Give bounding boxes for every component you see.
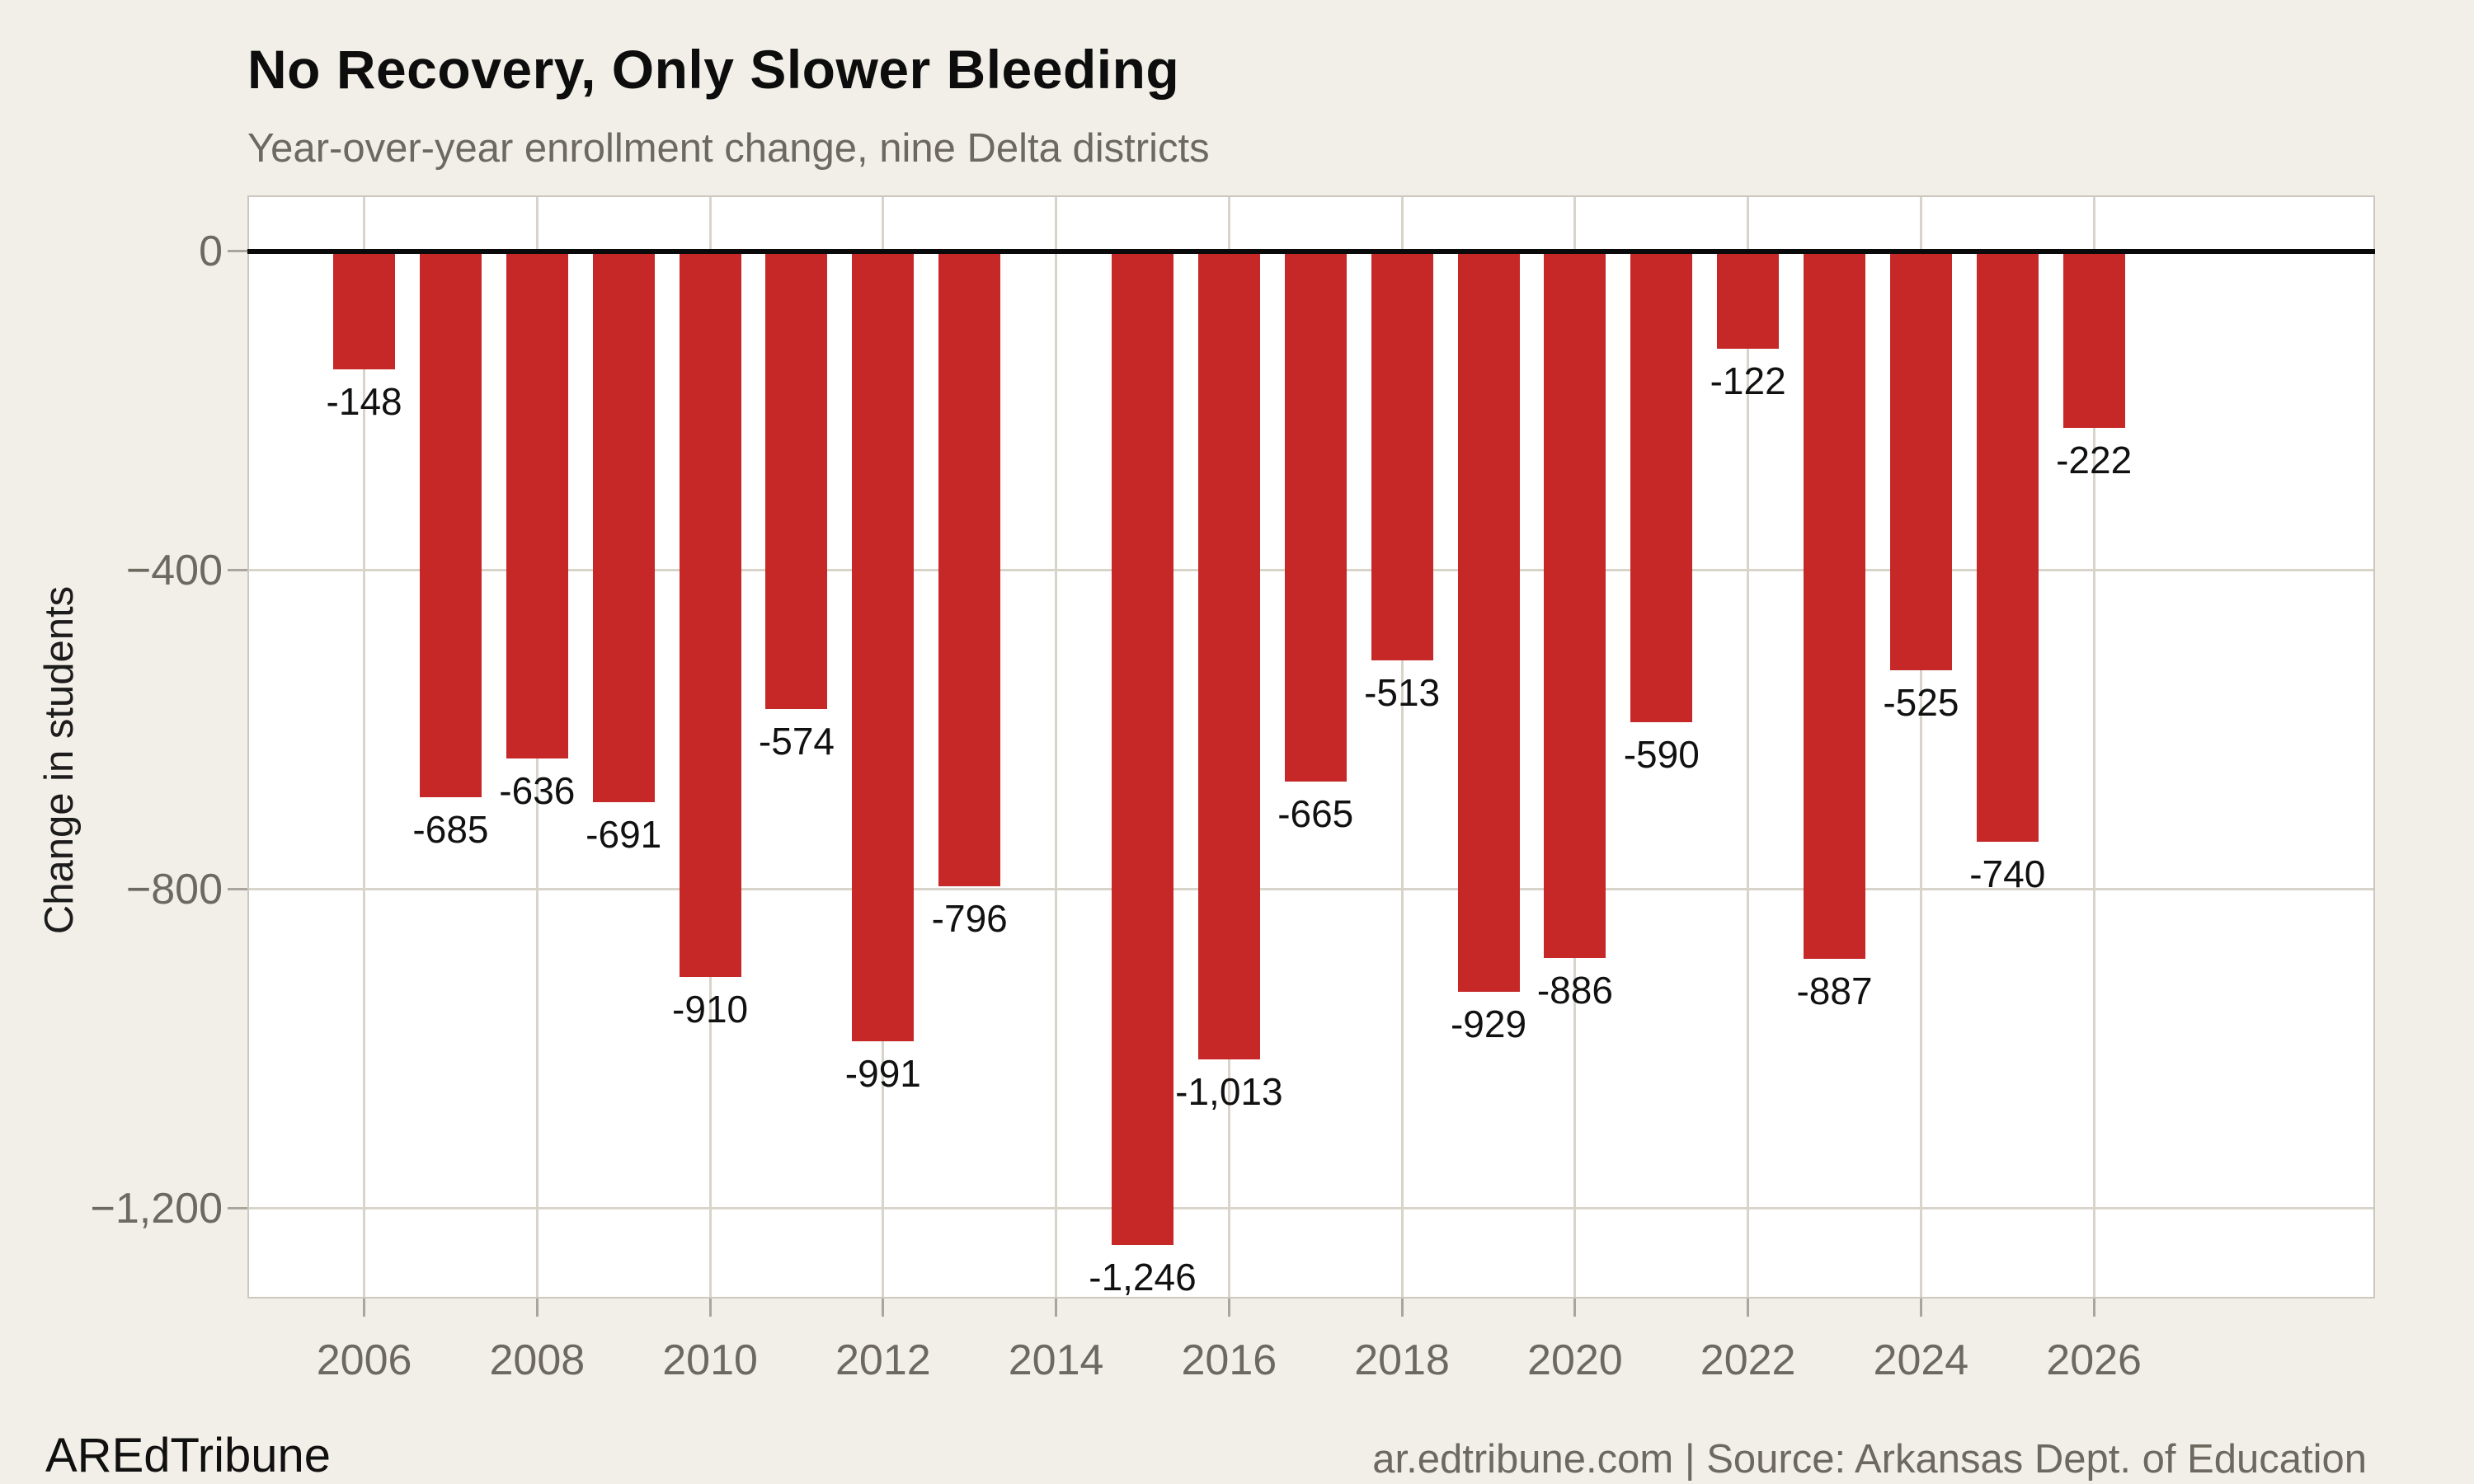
bar-2008 [506,251,568,759]
x-tick-label: 2016 [1181,1336,1277,1384]
y-tick-label: −400 [125,546,223,594]
bar-value-label: -122 [1710,359,1786,402]
bar-2009 [592,251,655,803]
bar-value-label: -740 [1969,852,2046,895]
chart-subtitle: Year-over-year enrollment change, nine D… [247,126,1210,171]
x-tick-label: 2020 [1527,1336,1623,1384]
bar-value-label: -574 [758,720,835,763]
bar-2017 [1284,251,1347,782]
bar-2024 [1889,251,1952,670]
y-tick-mark [228,250,247,253]
h-gridline [249,1207,2373,1210]
x-tick-mark [1055,1298,1058,1317]
x-tick-mark [363,1298,366,1317]
x-tick-mark [708,1298,712,1317]
bar-value-label: -910 [672,988,749,1031]
bar-value-label: -222 [2056,439,2133,482]
bar-2021 [1630,251,1693,722]
v-gridline [2092,197,2095,1297]
bar-value-label: -525 [1883,680,1959,724]
bar-value-label: -148 [326,379,402,423]
bar-2007 [419,251,482,798]
bar-value-label: -513 [1364,671,1441,715]
x-tick-mark [1747,1298,1750,1317]
bar-2018 [1371,251,1433,661]
x-tick-label: 2024 [1873,1336,1969,1384]
zero-baseline [247,248,2375,254]
v-gridline [1919,197,1922,1297]
bar-2006 [333,251,396,369]
bar-value-label: -590 [1623,732,1700,776]
bar-2020 [1544,251,1606,958]
y-tick-mark [228,569,247,572]
y-tick-mark [228,888,247,891]
bar-2015 [1111,251,1174,1246]
bar-2019 [1457,251,1520,993]
bar-2023 [1804,251,1865,959]
source-attribution: ar.edtribune.com | Source: Arkansas Dept… [1372,1437,2367,1482]
x-tick-mark [1400,1298,1404,1317]
y-tick-mark [228,1207,247,1210]
bar-2010 [679,251,741,978]
y-tick-label: −1,200 [90,1184,223,1233]
bar-value-label: -636 [499,769,576,813]
x-tick-mark [1919,1298,1922,1317]
bar-value-label: -796 [931,896,1008,940]
y-tick-label: −800 [125,865,223,913]
bar-value-label: -887 [1796,969,1873,1012]
x-tick-label: 2012 [835,1336,931,1384]
bar-2022 [1717,251,1780,349]
bar-value-label: -886 [1536,968,1613,1012]
x-tick-label: 2014 [1008,1336,1104,1384]
x-tick-mark [2092,1298,2095,1317]
bar-2025 [1976,251,2039,842]
x-tick-label: 2018 [1354,1336,1450,1384]
x-tick-mark [535,1298,539,1317]
publisher-logo-text: AREdTribune [45,1429,332,1482]
v-gridline [1055,197,1058,1297]
x-tick-label: 2006 [316,1336,412,1384]
bar-2016 [1197,251,1260,1059]
x-tick-label: 2008 [489,1336,586,1384]
h-gridline [249,888,2373,891]
x-tick-mark [1227,1298,1230,1317]
x-tick-mark [882,1298,885,1317]
bar-2011 [765,251,828,710]
bar-2012 [852,251,915,1042]
x-tick-label: 2010 [662,1336,758,1384]
bar-value-label: -685 [412,808,489,852]
bar-2013 [938,251,1001,886]
y-tick-label: 0 [199,227,223,275]
chart-title: No Recovery, Only Slower Bleeding [247,39,1180,100]
bar-value-label: -691 [586,813,662,857]
x-tick-label: 2026 [2046,1336,2142,1384]
bar-2026 [2062,251,2125,429]
bar-value-label: -929 [1450,1003,1527,1046]
v-gridline [1747,197,1750,1297]
v-gridline [1400,197,1404,1297]
bar-value-label: -1,246 [1089,1256,1197,1299]
bar-value-label: -1,013 [1175,1069,1283,1113]
x-tick-label: 2022 [1700,1336,1796,1384]
bar-value-label: -991 [844,1052,921,1096]
bar-value-label: -665 [1277,792,1354,836]
x-tick-mark [1573,1298,1577,1317]
v-gridline [363,197,366,1297]
